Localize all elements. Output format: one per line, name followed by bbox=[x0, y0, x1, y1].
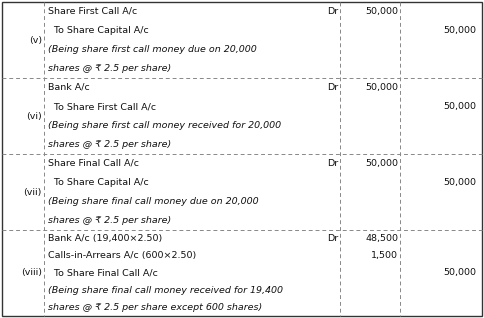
Text: To Share Final Call A/c: To Share Final Call A/c bbox=[48, 268, 158, 278]
Text: 50,000: 50,000 bbox=[443, 26, 476, 35]
Text: Dr: Dr bbox=[327, 159, 338, 168]
Text: shares @ ₹ 2.5 per share): shares @ ₹ 2.5 per share) bbox=[48, 64, 171, 73]
Text: Dr: Dr bbox=[327, 234, 338, 243]
Text: 48,500: 48,500 bbox=[365, 234, 398, 243]
Text: (Being share first call money due on 20,000: (Being share first call money due on 20,… bbox=[48, 45, 257, 54]
Text: Bank A/c (19,400×2.50): Bank A/c (19,400×2.50) bbox=[48, 234, 162, 243]
Text: (v): (v) bbox=[29, 36, 42, 45]
Text: 50,000: 50,000 bbox=[443, 178, 476, 187]
Text: Dr: Dr bbox=[327, 7, 338, 16]
Text: To Share First Call A/c: To Share First Call A/c bbox=[48, 102, 156, 111]
Text: Share Final Call A/c: Share Final Call A/c bbox=[48, 159, 139, 168]
Text: shares @ ₹ 2.5 per share): shares @ ₹ 2.5 per share) bbox=[48, 140, 171, 149]
Text: (viii): (viii) bbox=[21, 268, 42, 278]
Text: To Share Capital A/c: To Share Capital A/c bbox=[48, 178, 149, 187]
Text: 50,000: 50,000 bbox=[443, 268, 476, 278]
Text: 1,500: 1,500 bbox=[371, 251, 398, 260]
Text: 50,000: 50,000 bbox=[365, 7, 398, 16]
Text: Calls-in-Arrears A/c (600×2.50): Calls-in-Arrears A/c (600×2.50) bbox=[48, 251, 196, 260]
Text: 50,000: 50,000 bbox=[365, 159, 398, 168]
Text: 50,000: 50,000 bbox=[365, 83, 398, 92]
Text: (vi): (vi) bbox=[26, 112, 42, 121]
Text: To Share Capital A/c: To Share Capital A/c bbox=[48, 26, 149, 35]
Text: Dr: Dr bbox=[327, 83, 338, 92]
Text: shares @ ₹ 2.5 per share except 600 shares): shares @ ₹ 2.5 per share except 600 shar… bbox=[48, 303, 262, 312]
Text: (Being share final call money received for 19,400: (Being share final call money received f… bbox=[48, 286, 283, 295]
Text: shares @ ₹ 2.5 per share): shares @ ₹ 2.5 per share) bbox=[48, 216, 171, 225]
Text: (vii): (vii) bbox=[24, 188, 42, 197]
Text: (Being share final call money due on 20,000: (Being share final call money due on 20,… bbox=[48, 197, 258, 206]
Text: Bank A/c: Bank A/c bbox=[48, 83, 90, 92]
Text: Share First Call A/c: Share First Call A/c bbox=[48, 7, 137, 16]
Text: 50,000: 50,000 bbox=[443, 102, 476, 111]
Text: (Being share first call money received for 20,000: (Being share first call money received f… bbox=[48, 121, 281, 130]
